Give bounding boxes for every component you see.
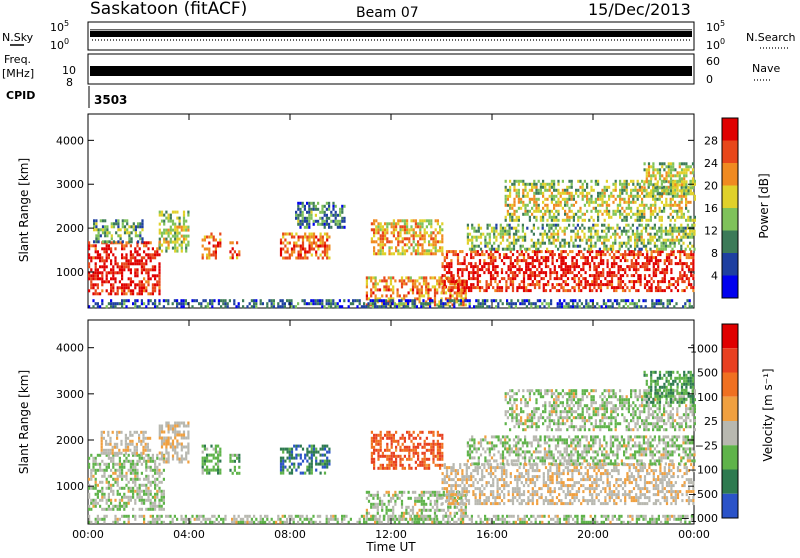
- colorbar-swatch: [722, 397, 738, 421]
- noise-tick-left-top: 105: [50, 19, 69, 34]
- colorbar-swatch: [722, 494, 738, 518]
- beam-label: Beam 07: [356, 5, 419, 21]
- y-tick-label: 3000: [56, 388, 84, 401]
- colorbar-swatch: [722, 324, 738, 348]
- noise-tick-left-bottom: 100: [50, 37, 69, 52]
- colorbar-tick-label: −25: [695, 439, 718, 452]
- freq-label: Freq.: [4, 53, 31, 66]
- cpid-label: CPID: [6, 89, 35, 102]
- noise-tick-right-bottom: 100: [706, 37, 725, 52]
- nave-tick-60: 60: [706, 55, 720, 68]
- colorbar-tick-label: 1000: [690, 342, 718, 355]
- colorbar-tick-label: 16: [704, 202, 718, 215]
- freq-tick-8: 8: [66, 76, 73, 89]
- y-tick-label: 4000: [56, 342, 84, 355]
- colorbar-tick-label: −500: [688, 488, 718, 501]
- scatter-region: [101, 431, 152, 455]
- colorbar-tick-label: 100: [697, 391, 718, 404]
- nsearch-label: N.Search: [746, 31, 796, 44]
- x-tick-label: 08:00: [274, 528, 306, 541]
- colorbar-swatch: [722, 470, 738, 494]
- colorbar-tick-label: 8: [711, 247, 718, 260]
- nsky-label: N.Sky: [2, 31, 34, 44]
- velocity-colorbar-label: Velocity [m s⁻¹]: [761, 368, 775, 461]
- colorbar-tick-label: 20: [704, 180, 718, 193]
- y-tick-label: 3000: [56, 178, 84, 191]
- time-axis-label: Time UT: [365, 540, 416, 554]
- colorbar-tick-label: 24: [704, 157, 718, 170]
- x-tick-label: 16:00: [476, 528, 508, 541]
- noise-sky-trace: [90, 29, 692, 37]
- x-tick-label: 20:00: [577, 528, 609, 541]
- x-tick-label: 00:00: [678, 528, 710, 541]
- colorbar-swatch: [722, 373, 738, 397]
- x-tick-label: 00:00: [72, 528, 104, 541]
- colorbar-swatch: [722, 141, 738, 164]
- colorbar-tick-label: −100: [688, 464, 718, 477]
- power-ylabel: Slant Range [km]: [17, 158, 31, 262]
- date-label: 15/Dec/2013: [588, 0, 691, 19]
- colorbar-tick-label: 500: [697, 367, 718, 380]
- velocity-ylabel: Slant Range [km]: [17, 370, 31, 474]
- power-colorbar: 28 24 20 16 12 8 4: [704, 118, 738, 298]
- colorbar-tick-label: 12: [704, 225, 718, 238]
- cpid-value: 3503: [94, 93, 127, 107]
- colorbar-swatch: [722, 118, 738, 141]
- colorbar-swatch: [722, 276, 738, 299]
- colorbar-swatch: [722, 253, 738, 276]
- freq-trace: [90, 66, 692, 76]
- colorbar-swatch: [722, 348, 738, 372]
- colorbar-swatch: [722, 445, 738, 469]
- station-title: Saskatoon (fitACF): [90, 0, 247, 19]
- colorbar-swatch: [722, 421, 738, 445]
- colorbar-swatch: [722, 208, 738, 231]
- x-tick-label: 04:00: [173, 528, 205, 541]
- noise-tick-right-top: 105: [706, 19, 725, 34]
- colorbar-swatch: [722, 186, 738, 209]
- y-tick-label: 2000: [56, 434, 84, 447]
- colorbar-tick-label: −1000: [681, 512, 718, 525]
- colorbar-tick-label: 4: [711, 270, 718, 283]
- nave-label: Nave: [752, 62, 780, 75]
- colorbar-swatch: [722, 231, 738, 254]
- nave-tick-0: 0: [706, 73, 713, 86]
- colorbar-swatch: [722, 163, 738, 186]
- power-colorbar-label: Power [dB]: [757, 173, 771, 238]
- colorbar-tick-label: 25: [704, 415, 718, 428]
- y-tick-label: 2000: [56, 222, 84, 235]
- y-tick-label: 4000: [56, 134, 84, 147]
- colorbar-tick-label: 28: [704, 135, 718, 148]
- y-tick-label: 1000: [56, 480, 84, 493]
- freq-unit-label: [MHz]: [2, 67, 34, 80]
- y-tick-label: 1000: [56, 266, 84, 279]
